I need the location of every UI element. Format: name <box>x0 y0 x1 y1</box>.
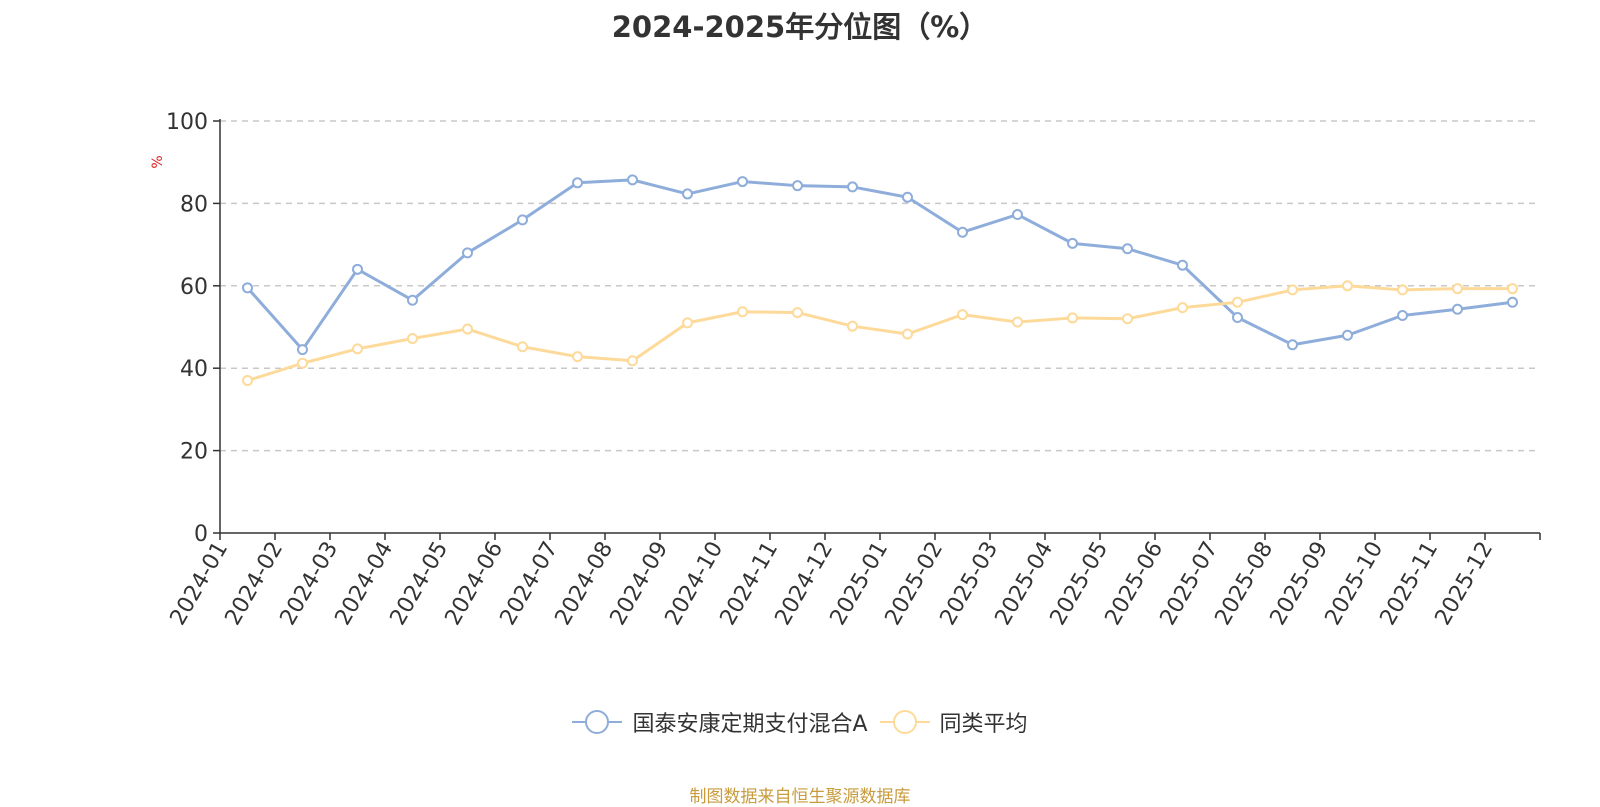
y-tick-label: 80 <box>180 192 208 217</box>
data-point-b <box>682 317 693 329</box>
data-source-note: 制图数据来自恒生聚源数据库 <box>689 787 911 807</box>
data-point-b <box>1177 302 1188 314</box>
data-point-b <box>627 355 638 367</box>
data-point-b <box>957 309 968 321</box>
y-axis-label: % <box>150 155 166 168</box>
y-tick-label: 0 <box>194 522 208 547</box>
legend-label-series-a: 国泰安康定期支付混合A <box>632 712 868 737</box>
data-point-a <box>407 294 418 306</box>
line-chart: 020406080100%2024-012024-022024-032024-0… <box>150 110 1541 630</box>
data-point-a <box>737 176 748 188</box>
legend-label-series-b: 同类平均 <box>939 712 1028 737</box>
data-point-a <box>1507 296 1518 308</box>
legend-marker-series-a-icon <box>572 710 623 734</box>
data-point-a <box>572 177 583 189</box>
data-point-a <box>902 191 913 203</box>
data-point-b <box>1342 280 1353 292</box>
data-point-b <box>1287 284 1298 296</box>
data-point-a <box>1177 259 1188 271</box>
data-point-b <box>1067 312 1078 324</box>
data-point-a <box>792 180 803 192</box>
data-point-b <box>517 341 528 353</box>
data-point-b <box>242 375 253 387</box>
data-point-a <box>1452 303 1463 315</box>
data-point-b <box>737 306 748 318</box>
legend-item-series-b[interactable]: 同类平均 <box>879 706 1028 738</box>
legend: 国泰安康定期支付混合A 同类平均 <box>0 706 1600 738</box>
data-point-b <box>1507 283 1518 295</box>
data-point-b <box>352 343 363 355</box>
data-point-a <box>1287 339 1298 351</box>
data-point-a <box>627 174 638 186</box>
data-point-b <box>1452 283 1463 295</box>
data-point-a <box>1232 312 1243 324</box>
data-point-a <box>1012 209 1023 221</box>
data-point-a <box>847 181 858 193</box>
data-point-a <box>682 188 693 200</box>
data-point-a <box>1122 243 1133 255</box>
data-point-b <box>1122 313 1133 325</box>
y-tick-label: 40 <box>180 357 208 382</box>
series-line-a <box>246 178 1513 352</box>
chart-title: 2024-2025年分位图（%） <box>611 10 989 44</box>
data-point-b <box>847 320 858 332</box>
data-point-b <box>1012 316 1023 328</box>
data-point-a <box>517 214 528 226</box>
data-point-b <box>462 323 473 335</box>
data-point-b <box>1232 296 1243 308</box>
data-point-a <box>352 263 363 275</box>
data-point-a <box>1342 329 1353 341</box>
data-point-b <box>297 357 308 369</box>
data-point-a <box>1397 309 1408 321</box>
data-point-a <box>297 344 308 356</box>
data-point-a <box>1067 237 1078 249</box>
legend-marker-series-b-icon <box>879 710 930 734</box>
data-point-b <box>572 351 583 363</box>
data-point-b <box>407 333 418 345</box>
series-line-b <box>247 284 1513 382</box>
data-point-b <box>1397 284 1408 296</box>
data-point-a <box>957 226 968 238</box>
data-point-a <box>462 247 473 259</box>
data-point-b <box>792 307 803 319</box>
y-tick-label: 60 <box>180 275 208 300</box>
legend-item-series-a[interactable]: 国泰安康定期支付混合A <box>572 706 868 738</box>
y-tick-label: 20 <box>180 440 208 465</box>
data-point-b <box>902 328 913 340</box>
y-tick-label: 100 <box>166 110 208 135</box>
data-point-a <box>242 282 253 294</box>
